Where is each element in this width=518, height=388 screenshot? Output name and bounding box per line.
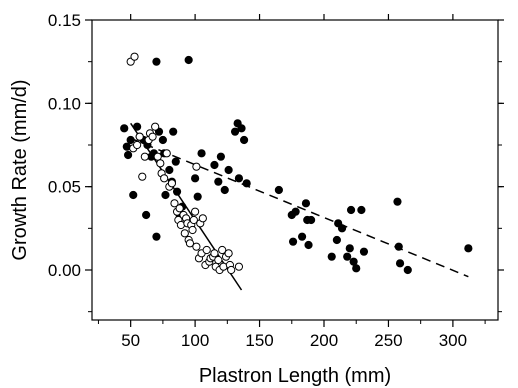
filled-data-point xyxy=(288,237,298,246)
filled-data-point xyxy=(171,157,180,166)
filled-data-point xyxy=(345,244,354,253)
filled-data-point xyxy=(464,244,473,253)
open-data-point xyxy=(167,179,177,188)
open-data-point xyxy=(170,199,179,208)
open-data-point xyxy=(227,265,236,275)
filled-data-point xyxy=(357,205,366,215)
filled-data-point xyxy=(359,247,369,256)
open-data-point xyxy=(151,122,160,131)
open-data-point xyxy=(214,255,223,265)
filled-data-point xyxy=(239,135,249,145)
open-data-point xyxy=(153,152,162,161)
open-data-point xyxy=(180,229,189,238)
open-data-point xyxy=(191,207,200,216)
filled-data-point xyxy=(123,150,133,160)
x-tick-label: 50 xyxy=(121,331,140,350)
open-data-point xyxy=(140,152,149,161)
filled-data-point xyxy=(210,160,219,170)
filled-data-point xyxy=(352,264,361,273)
y-tick-label: 0.05 xyxy=(48,178,81,197)
open-data-point xyxy=(198,214,207,223)
open-data-point xyxy=(160,174,169,183)
filled-data-point xyxy=(197,149,206,158)
filled-data-point xyxy=(169,127,178,136)
open-data-point xyxy=(175,204,184,213)
filled-data-point xyxy=(230,127,240,136)
filled-data-point xyxy=(120,124,129,133)
plot-frame xyxy=(91,19,499,321)
open-data-point xyxy=(130,52,139,61)
filled-data-point xyxy=(274,185,283,195)
filled-data-point xyxy=(332,235,341,245)
x-axis-title: Plastron Length (mm) xyxy=(199,365,391,387)
x-tick-label: 150 xyxy=(245,331,273,350)
filled-data-point xyxy=(343,252,352,261)
filled-data-point xyxy=(337,224,347,233)
y-axis-ticks: 0.00 0.05 0.10 0.15 xyxy=(48,11,504,313)
filled-data-point xyxy=(220,185,229,195)
filled-data-point xyxy=(403,265,412,275)
filled-data-point xyxy=(301,199,311,208)
filled-data-point xyxy=(394,242,403,251)
dashed-fit-line xyxy=(130,137,469,278)
open-data-point xyxy=(224,249,233,258)
open-data-point xyxy=(148,132,157,141)
open-data-point xyxy=(192,242,201,251)
filled-data-point xyxy=(193,192,202,201)
open-data-point xyxy=(218,245,227,255)
y-tick-label: 0.15 xyxy=(48,11,81,30)
filled-data-point xyxy=(129,190,138,200)
filled-data-point xyxy=(142,210,151,220)
filled-data-point xyxy=(242,179,251,188)
filled-data-point xyxy=(133,122,142,131)
x-tick-label: 200 xyxy=(310,331,338,350)
open-data-point xyxy=(156,159,165,168)
x-tick-label: 100 xyxy=(181,331,209,350)
filled-data-point xyxy=(152,232,161,241)
y-tick-label: 0.00 xyxy=(48,261,81,280)
filled-data-point xyxy=(161,190,170,200)
y-tick-label: 0.10 xyxy=(48,94,81,113)
x-tick-label: 300 xyxy=(439,331,467,350)
open-data-point xyxy=(189,215,198,225)
filled-data-point xyxy=(126,135,135,145)
filled-data-point xyxy=(307,215,316,225)
filled-data-point xyxy=(237,124,246,133)
filled-data-point xyxy=(172,187,182,196)
open-data-point xyxy=(162,149,171,158)
x-axis-ticks: 50 100 150 200 250 300 xyxy=(97,14,486,350)
filled-data-point xyxy=(395,259,405,268)
open-data-point xyxy=(202,245,211,255)
filled-data-point xyxy=(191,174,200,183)
filled-data-point xyxy=(152,57,161,66)
filled-data-point xyxy=(304,240,313,250)
filled-data-point xyxy=(346,205,356,215)
filled-data-point xyxy=(349,257,358,266)
filled-data-point xyxy=(393,197,402,206)
open-data-point xyxy=(210,249,219,258)
open-data-point xyxy=(234,262,244,271)
open-data-point xyxy=(133,140,142,150)
open-data-point xyxy=(135,132,144,141)
open-data-point xyxy=(185,239,195,248)
data-points xyxy=(120,52,473,275)
y-axis-title: Growth Rate (mm/d) xyxy=(9,79,31,260)
filled-data-point xyxy=(297,232,307,241)
filled-data-point xyxy=(214,177,223,186)
filled-data-point xyxy=(216,152,225,161)
filled-data-point xyxy=(165,165,174,175)
filled-data-point xyxy=(234,174,244,183)
filled-data-point xyxy=(224,165,233,175)
open-data-point xyxy=(188,225,197,235)
filled-data-point xyxy=(158,135,167,145)
filled-data-point xyxy=(184,55,193,65)
open-data-point xyxy=(138,172,147,181)
x-tick-label: 250 xyxy=(374,331,402,350)
open-data-point xyxy=(192,162,201,171)
filled-data-point xyxy=(291,207,300,216)
filled-data-point xyxy=(327,252,336,261)
